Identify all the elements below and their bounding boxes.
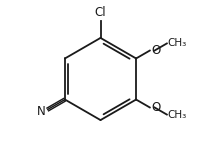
Text: CH₃: CH₃ (168, 38, 187, 48)
Text: O: O (151, 101, 160, 114)
Text: O: O (151, 44, 160, 57)
Text: N: N (37, 105, 45, 118)
Text: CH₃: CH₃ (168, 110, 187, 120)
Text: Cl: Cl (95, 6, 106, 19)
